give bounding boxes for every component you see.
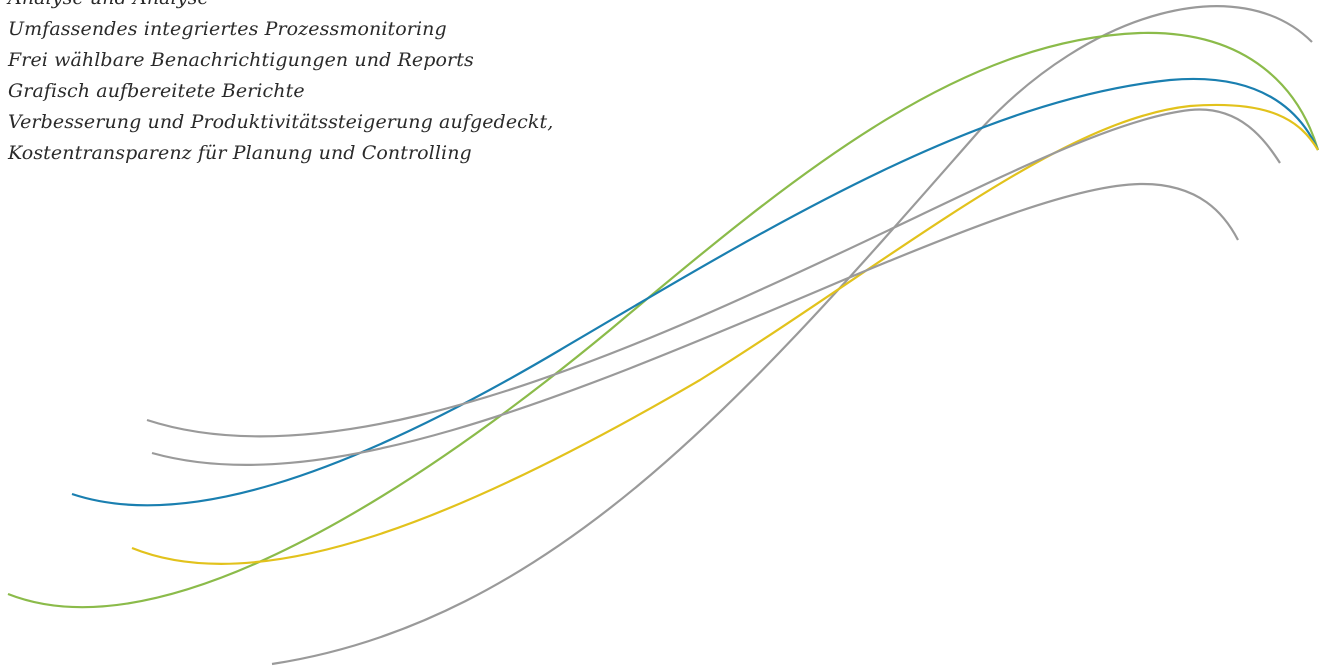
feature-line-5: Kostentransparenz für Planung und Contro… — [8, 142, 472, 164]
wave-line-yellow — [131, 103, 1319, 565]
wave-line-green — [7, 31, 1320, 609]
feature-line-0: Analyse und Analyse — [8, 0, 648, 14]
feature-line-1: Umfassendes integriertes Prozessmonitori… — [8, 18, 447, 40]
wave-line-blue — [71, 77, 1320, 507]
feature-line-2: Frei wählbare Benachrichtigungen und Rep… — [8, 49, 474, 71]
wave-line-gray-upper — [146, 108, 1281, 438]
feature-list: Analyse und Analyse Umfassendes integrie… — [8, 0, 648, 169]
feature-line-3: Grafisch aufbereitete Berichte — [8, 80, 305, 102]
feature-line-4: Verbesserung und Produktivitätssteigerun… — [8, 111, 554, 133]
wave-line-gray-lower — [151, 182, 1239, 466]
